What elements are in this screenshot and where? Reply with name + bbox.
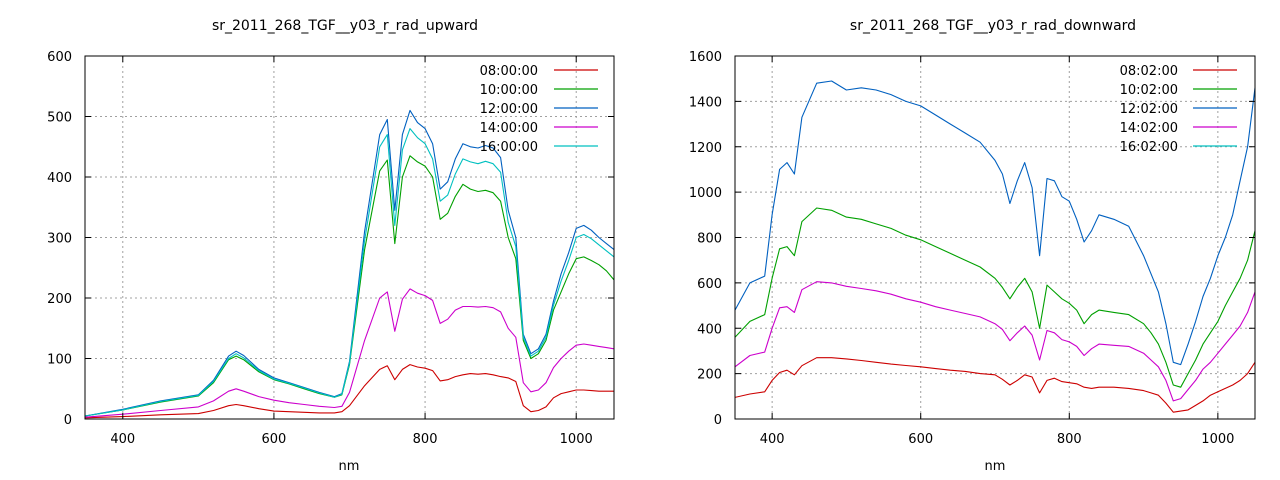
- legend-label: 14:02:00: [1120, 121, 1178, 136]
- legend: 08:00:00 10:00:00 12:00:00 14:00:00 16:00:00: [480, 64, 598, 155]
- series-line: [85, 109, 614, 417]
- series-line: [735, 80, 1255, 366]
- series-line: [85, 155, 614, 417]
- y-tick-label: 200: [697, 368, 722, 383]
- y-tick-label: 100: [47, 353, 72, 368]
- y-tick-label: 1400: [689, 95, 722, 110]
- legend-label: 12:00:00: [480, 102, 538, 117]
- x-tick-label: 600: [262, 432, 287, 447]
- legend-label: 14:00:00: [480, 121, 538, 136]
- legend-label: 08:00:00: [480, 64, 538, 79]
- x-tick-label: 400: [110, 432, 135, 447]
- legend-label: 10:00:00: [480, 83, 538, 98]
- series-group: [735, 80, 1255, 419]
- y-tick-label: 0: [64, 413, 72, 428]
- chart-upward: sr_2011_268_TGF__y03_r_rad_upward 400 600…: [47, 18, 615, 474]
- series-line: [85, 128, 614, 417]
- y-tick-label: 600: [697, 277, 722, 292]
- legend-label: 16:02:00: [1120, 140, 1178, 155]
- y-tick-label: 400: [697, 322, 722, 337]
- series-group: [85, 109, 614, 419]
- y-tick-label: 0: [714, 413, 722, 428]
- series-line: [85, 288, 614, 418]
- chart-title: sr_2011_268_TGF__y03_r_rad_upward: [212, 18, 478, 34]
- y-tick-label: 400: [47, 171, 72, 186]
- axis-ticks: 400 600 800 1000 0 200 400 600 800 1000 1200 1400 16…: [689, 50, 1255, 447]
- x-tick-label: 400: [760, 432, 785, 447]
- grid: [735, 56, 1255, 419]
- x-tick-label: 1000: [1201, 432, 1234, 447]
- series-line: [735, 207, 1255, 388]
- y-tick-label: 1600: [689, 50, 722, 65]
- legend-label: 10:02:00: [1120, 83, 1178, 98]
- series-line: [735, 281, 1255, 402]
- chart-title: sr_2011_268_TGF__y03_r_rad_downward: [850, 18, 1136, 34]
- x-tick-label: 600: [908, 432, 933, 447]
- x-axis-label: nm: [339, 459, 360, 474]
- y-tick-label: 300: [47, 232, 72, 247]
- legend: 08:02:00 10:02:00 12:02:00 14:02:00 16:02:00: [1120, 64, 1237, 155]
- series-line: [85, 364, 614, 419]
- x-axis-label: nm: [985, 459, 1006, 474]
- y-tick-label: 1200: [689, 141, 722, 156]
- x-tick-label: 800: [1057, 432, 1082, 447]
- x-tick-label: 800: [413, 432, 438, 447]
- legend-label: 16:00:00: [480, 140, 538, 155]
- y-tick-label: 600: [47, 50, 72, 65]
- axis-ticks: 400 600 800 1000 0 100 200 300 400 500 600: [47, 50, 614, 447]
- y-tick-label: 500: [47, 111, 72, 126]
- chart-downward: sr_2011_268_TGF__y03_r_rad_downward 400 6…: [689, 18, 1256, 474]
- series-line: [735, 357, 1255, 413]
- legend-label: 12:02:00: [1120, 102, 1178, 117]
- y-tick-label: 800: [697, 232, 722, 247]
- legend-label: 08:02:00: [1120, 64, 1178, 79]
- x-tick-label: 1000: [560, 432, 593, 447]
- y-tick-label: 200: [47, 292, 72, 307]
- y-tick-label: 1000: [689, 186, 722, 201]
